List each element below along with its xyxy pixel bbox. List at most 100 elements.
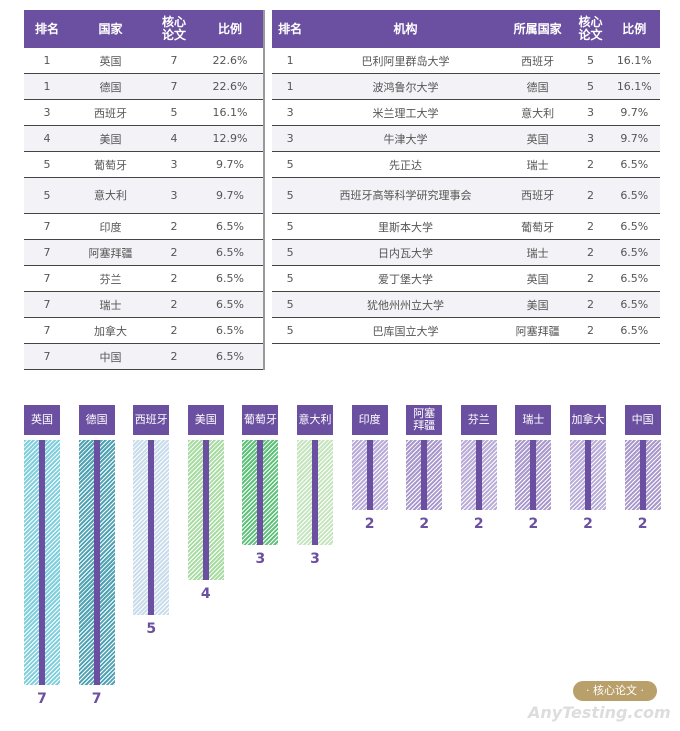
institution-table: 排名 机构 所属国家 核心 论文 比例 1 巴利阿里群岛大学 西班牙 5 16.1% 1 波鸿鲁尔大学德… — [272, 10, 660, 344]
table-cell: 16.1% — [608, 73, 660, 100]
table-cell: 6.5% — [608, 317, 660, 344]
table-cell: 2 — [572, 213, 609, 240]
table-cell: 3 — [572, 125, 609, 152]
table-cell: 6.5% — [608, 151, 660, 178]
table-cell: 西班牙 — [69, 99, 152, 126]
table-cell: 西班牙高等科学研究理事会 — [308, 177, 503, 214]
table-cell: 葡萄牙 — [69, 151, 152, 178]
table-cell: 英国 — [502, 265, 573, 292]
table-cell: 里斯本大学 — [308, 213, 503, 240]
table-row: 5 巴库国立大学 阿塞拜疆 2 6.5% — [272, 317, 660, 344]
table-cell: 2 — [151, 265, 197, 292]
bar-value: 2 — [473, 516, 484, 532]
table-cell: 1 — [272, 73, 309, 100]
table-cell: 1 — [24, 48, 70, 74]
bar — [78, 440, 115, 685]
table-cell: 6.5% — [608, 265, 660, 292]
table-cell: 波鸿鲁尔大学 — [308, 73, 503, 100]
bar-label: 中国 — [624, 405, 661, 435]
table-cell: 16.1% — [196, 99, 264, 126]
bar — [133, 440, 170, 615]
table-row: 4 美国 4 12.9% — [24, 125, 264, 152]
table-cell: 瑞士 — [69, 291, 152, 318]
table-cell: 西班牙 — [502, 48, 573, 74]
bar-value: 7 — [37, 691, 47, 707]
bar — [297, 440, 333, 545]
table-cell: 2 — [151, 239, 197, 266]
table-cell: 3 — [151, 151, 197, 178]
table-cell: 7 — [24, 291, 70, 318]
table-cell: 米兰理工大学 — [308, 99, 503, 126]
table-cell: 9.7% — [196, 177, 264, 214]
table-cell: 1 — [272, 48, 309, 74]
table-cell: 2 — [151, 317, 197, 344]
core-paper-badge: · 核心论文 · — [573, 681, 657, 701]
watermark: AnyTesting.com — [528, 703, 671, 722]
bar-label: 瑞士 — [515, 405, 552, 435]
table-row: 7 瑞士 2 6.5% — [24, 291, 264, 318]
table-cell: 5 — [272, 239, 309, 266]
table-cell: 7 — [151, 73, 197, 100]
bar-label: 葡萄牙 — [242, 405, 279, 435]
table-cell: 犹他州州立大学 — [308, 291, 503, 318]
table-cell: 6.5% — [608, 213, 660, 240]
table-cell: 5 — [272, 291, 309, 318]
table-cell: 2 — [151, 343, 197, 370]
table-cell: 5 — [272, 177, 309, 214]
bar-label: 英国 — [24, 405, 60, 435]
table-cell: 英国 — [502, 125, 573, 152]
bar-value: 7 — [91, 691, 102, 707]
table-cell: 7 — [24, 213, 70, 240]
table-cell: 意大利 — [69, 177, 152, 214]
table-cell: 6.5% — [608, 177, 660, 214]
table-cell: 6.5% — [196, 265, 264, 292]
bar-value: 3 — [310, 551, 320, 567]
table-cell: 2 — [572, 177, 609, 214]
table-row: 3 米兰理工大学 意大利 3 9.7% — [272, 99, 660, 126]
bar — [187, 440, 224, 580]
table-cell: 意大利 — [502, 99, 573, 126]
table-cell: 2 — [572, 317, 609, 344]
table-cell: 6.5% — [196, 343, 264, 370]
table-cell: 德国 — [69, 73, 152, 100]
table-cell: 3 — [151, 177, 197, 214]
table-cell: 5 — [272, 213, 309, 240]
bar-label: 西班牙 — [133, 405, 170, 435]
table-cell: 阿塞拜疆 — [69, 239, 152, 266]
table-row: 5 爱丁堡大学 英国 2 6.5% — [272, 265, 660, 292]
table-cell: 5 — [272, 317, 309, 344]
table-cell: 6.5% — [608, 291, 660, 318]
column-header: 排名 — [24, 10, 70, 48]
column-header: 所属国家 — [502, 10, 573, 48]
bar — [460, 440, 497, 510]
table-cell: 16.1% — [608, 48, 660, 74]
bar — [570, 440, 606, 510]
table-row: 3 西班牙 5 16.1% — [24, 99, 264, 126]
table-cell: 6.5% — [196, 213, 264, 240]
column-header: 核心 论文 — [572, 10, 609, 48]
table-cell: 5 — [572, 73, 609, 100]
table-row: 3 牛津大学 英国 3 9.7% — [272, 125, 660, 152]
table-cell: 巴利阿里群岛大学 — [308, 48, 503, 74]
table-cell: 5 — [272, 151, 309, 178]
table-cell: 巴库国立大学 — [308, 317, 503, 344]
table-cell: 3 — [272, 99, 309, 126]
table-cell: 3 — [572, 99, 609, 126]
table-cell: 7 — [24, 343, 70, 370]
table-cell: 4 — [151, 125, 197, 152]
table-cell: 12.9% — [196, 125, 264, 152]
table-row: 7 阿塞拜疆 2 6.5% — [24, 239, 264, 266]
table-cell: 3 — [272, 125, 309, 152]
table-cell: 5 — [24, 177, 70, 214]
bar-value: 2 — [364, 516, 375, 532]
table-cell: 7 — [24, 239, 70, 266]
table-cell: 中国 — [69, 343, 152, 370]
table-cell: 7 — [151, 48, 197, 74]
table-cell: 美国 — [502, 291, 573, 318]
table-cell: 22.6% — [196, 73, 264, 100]
table-row: 7 芬兰 2 6.5% — [24, 265, 264, 292]
table-cell: 美国 — [69, 125, 152, 152]
column-header: 国家 — [69, 10, 152, 48]
table-cell: 2 — [572, 239, 609, 266]
table-cell: 印度 — [69, 213, 152, 240]
